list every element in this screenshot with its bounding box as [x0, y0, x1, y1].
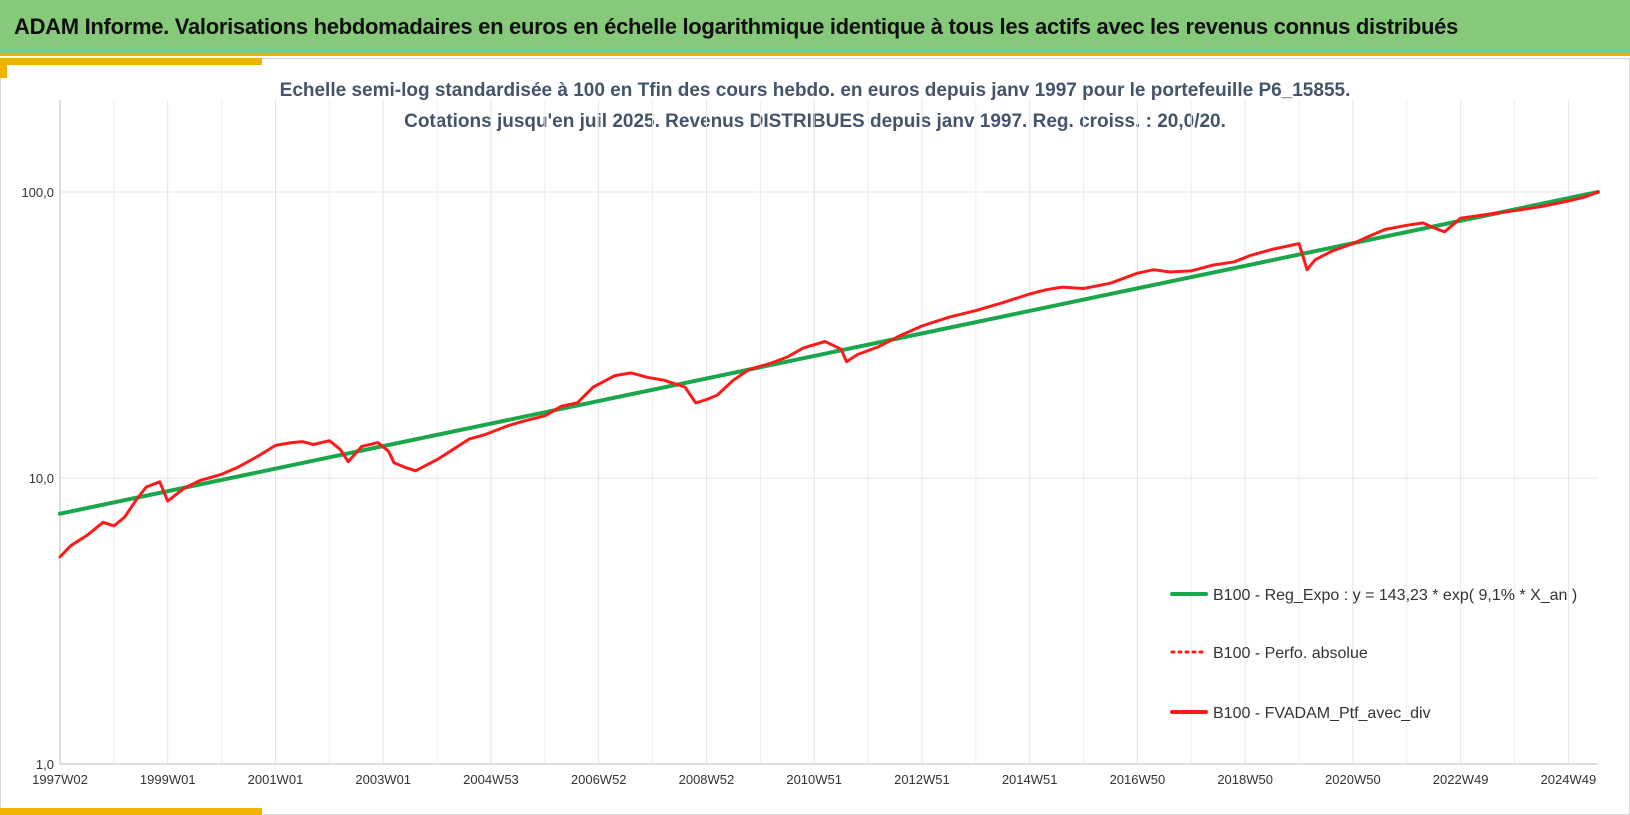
- chart-title-line-2: Cotations jusqu'en juil 2025. Revenus DI…: [404, 111, 1226, 132]
- header-banner: ADAM Informe. Valorisations hebdomadaire…: [0, 0, 1630, 56]
- accent-bar-bottom: [0, 808, 262, 815]
- x-tick-label: 2022W49: [1433, 772, 1489, 787]
- legend-label-portfolio: B100 - FVADAM_Ptf_avec_div: [1213, 705, 1431, 722]
- x-tick-label: 2004W53: [463, 772, 519, 787]
- accent-bar-top: [0, 58, 262, 65]
- x-tick-label: 2016W50: [1110, 772, 1166, 787]
- chart-title-line-1: Echelle semi-log standardisée à 100 en T…: [279, 80, 1351, 101]
- x-tick-label: 2008W52: [679, 772, 735, 787]
- x-tick-label: 2020W50: [1325, 772, 1381, 787]
- page-title: ADAM Informe. Valorisations hebdomadaire…: [14, 14, 1459, 39]
- y-tick-label: 10,0: [29, 471, 54, 486]
- x-tick-label: 1997W02: [32, 772, 88, 787]
- legend-label-regression: B100 - Reg_Expo : y = 143,23 * exp( 9,1%…: [1213, 587, 1577, 604]
- legend-label-perfo-absolue: B100 - Perfo. absolue: [1213, 645, 1368, 662]
- y-tick-label: 100,0: [21, 185, 54, 200]
- x-tick-label: 2001W01: [248, 772, 304, 787]
- x-tick-label: 2014W51: [1002, 772, 1058, 787]
- x-tick-label: 2024W49: [1541, 772, 1597, 787]
- x-tick-label: 2012W51: [894, 772, 950, 787]
- x-tick-label: 2018W50: [1217, 772, 1273, 787]
- portfolio-series-line: [58, 190, 1600, 559]
- x-tick-label: 2006W52: [571, 772, 627, 787]
- y-tick-label: 1,0: [36, 757, 54, 772]
- x-tick-label: 2003W01: [355, 772, 411, 787]
- x-tick-label: 2010W51: [786, 772, 842, 787]
- regression-series-line: [58, 190, 1600, 516]
- x-tick-label: 1999W01: [140, 772, 196, 787]
- chart-frame: [0, 58, 1630, 815]
- accent-bar-left: [0, 58, 7, 78]
